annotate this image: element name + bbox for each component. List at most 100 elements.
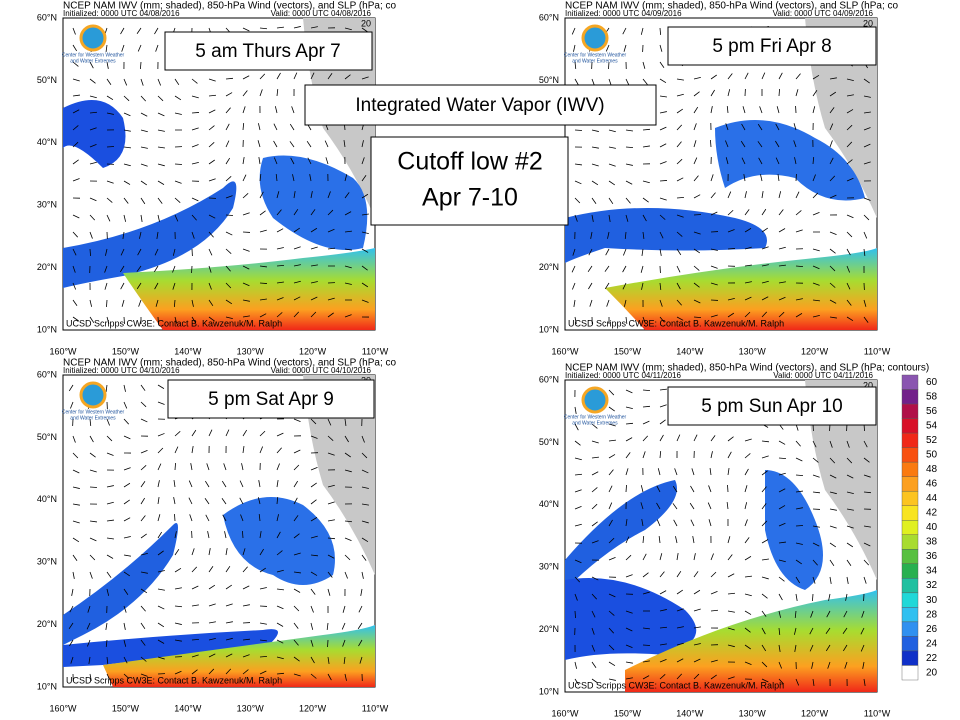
wind-vector — [326, 622, 329, 630]
wind-vector — [310, 554, 318, 557]
wind-vector — [744, 575, 752, 578]
wind-vector — [225, 429, 230, 437]
slide-title: Integrated Water Vapor (IWV) — [355, 95, 604, 116]
wind-vector — [276, 639, 284, 644]
iwv-shading — [605, 248, 877, 330]
wind-vector — [659, 404, 667, 408]
wind-vector — [591, 163, 599, 167]
wind-vector — [191, 78, 198, 84]
lon-label: 140°W — [174, 346, 202, 356]
wind-vector — [846, 508, 854, 511]
wind-vector — [778, 559, 786, 563]
wind-vector — [710, 106, 713, 114]
wind-vector — [72, 27, 76, 35]
wind-vector — [863, 299, 867, 307]
wind-vector — [327, 435, 334, 442]
wind-vector — [676, 248, 682, 256]
wind-vector — [123, 112, 131, 117]
wind-vector — [778, 246, 786, 250]
wind-vector — [625, 610, 633, 614]
wind-vector — [761, 644, 767, 652]
wind-vector — [123, 639, 127, 647]
wind-vector — [344, 265, 352, 269]
wind-vector — [191, 161, 199, 165]
panel-label: 5 pm Fri Apr 8 — [712, 36, 831, 57]
wind-vector — [676, 265, 681, 273]
wind-vector — [829, 91, 837, 97]
label-box — [167, 379, 375, 419]
wind-vector — [361, 299, 369, 303]
lon-label: 160°W — [49, 703, 77, 713]
wind-vector — [225, 107, 231, 114]
wind-vector — [191, 112, 200, 114]
wind-vector — [588, 248, 593, 256]
wind-vector — [106, 146, 115, 148]
wind-vector — [123, 605, 127, 613]
wind-vector — [293, 264, 301, 267]
wind-vector — [157, 622, 165, 628]
wind-vector — [361, 554, 367, 561]
wind-vector — [693, 91, 700, 97]
wind-vector — [591, 423, 598, 429]
wind-vector — [205, 480, 210, 488]
wind-vector — [812, 211, 820, 216]
wind-vector — [795, 229, 803, 233]
lon-label: 110°W — [864, 346, 891, 356]
lon-label: 110°W — [362, 346, 389, 356]
wind-vector — [327, 501, 335, 505]
lat-label: 10°N — [539, 686, 559, 696]
wind-vector — [292, 174, 295, 182]
wind-vector — [625, 627, 633, 632]
wind-vector — [72, 125, 79, 131]
lon-label: 150°W — [112, 346, 140, 356]
wind-vector — [191, 446, 194, 454]
wind-vector — [672, 485, 678, 493]
wind-vector — [812, 192, 819, 199]
wind-vector — [761, 470, 768, 476]
wind-vector — [276, 588, 284, 591]
wind-vector — [225, 248, 232, 254]
wind-vector — [71, 588, 74, 596]
wind-vector — [846, 282, 851, 290]
wind-vector — [190, 463, 193, 471]
wind-vector — [157, 480, 160, 488]
valid: Valid: 0000 UTC 04/09/2016 — [773, 9, 874, 18]
wind-vector — [310, 435, 318, 439]
wind-vector — [676, 141, 682, 148]
wind-vector — [659, 590, 667, 595]
wind-vector — [173, 480, 176, 488]
wind-vector — [276, 432, 284, 437]
wind-vector — [761, 539, 769, 544]
wind-vector — [310, 264, 318, 267]
wind-vector — [744, 593, 752, 597]
lat-label: 20°N — [539, 624, 559, 634]
wind-vector — [225, 92, 233, 97]
wind-vector — [727, 248, 736, 250]
wind-vector — [589, 299, 593, 307]
wind-vector — [842, 644, 848, 652]
wind-vector — [778, 228, 786, 233]
wind-vector — [659, 316, 665, 323]
colorbar-label: 38 — [926, 537, 938, 548]
wind-vector — [293, 191, 296, 199]
wind-vector — [225, 231, 233, 236]
wind-vector — [157, 401, 165, 405]
wind-vector — [608, 197, 614, 205]
wind-vector — [310, 499, 317, 505]
colorbar-swatch — [901, 592, 919, 608]
wind-vector — [140, 497, 146, 505]
wind-vector — [846, 491, 854, 495]
wind-vector — [829, 457, 836, 464]
wind-vector — [153, 265, 159, 273]
wind-vector — [276, 463, 280, 471]
wind-vector — [863, 525, 871, 528]
wind-vector — [693, 608, 701, 612]
wind-vector — [642, 214, 647, 222]
wind-vector — [140, 78, 144, 86]
wind-vector — [119, 265, 125, 273]
wind-vector — [829, 140, 833, 148]
wind-vector — [225, 282, 232, 289]
wind-vector — [361, 175, 367, 182]
wind-vector — [794, 610, 797, 619]
wind-vector — [310, 72, 315, 80]
